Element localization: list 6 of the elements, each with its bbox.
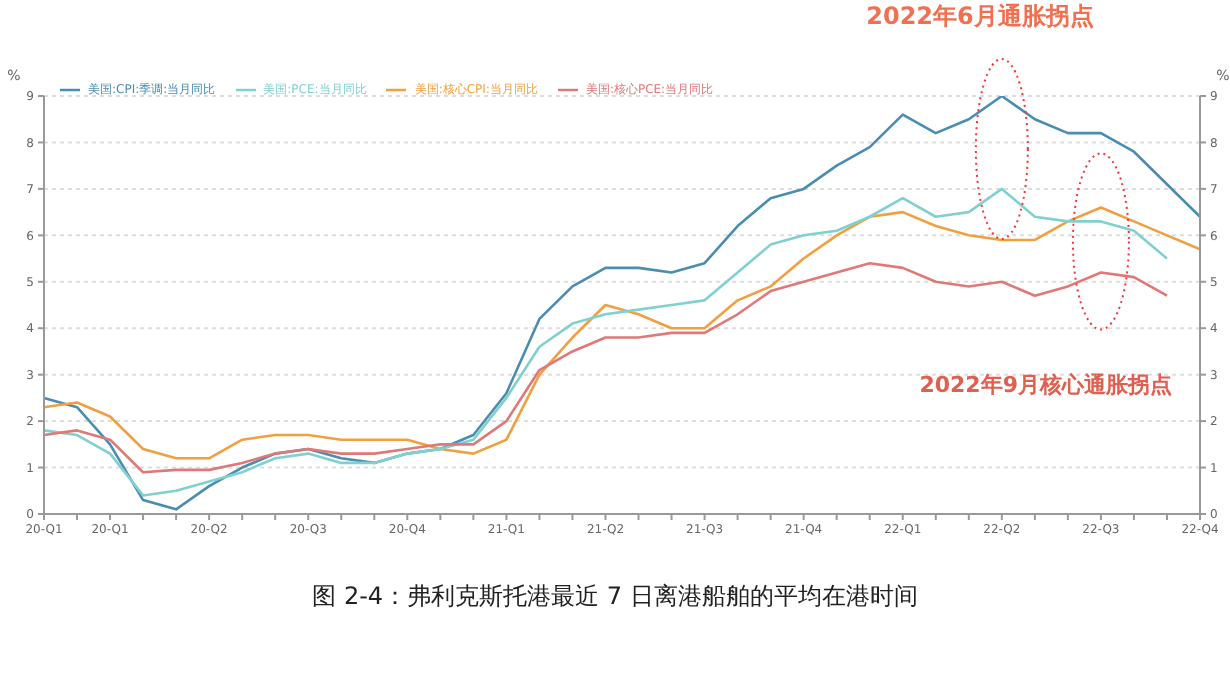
- text: 2022年6月通胀拐点: [864, 0, 1096, 34]
- annotation: 2022年9月核心通胀拐点: [919, 372, 1172, 399]
- caption: 图 2-4：弗利克斯托港最近 7 日离港船舶的平均在港时间: [310, 580, 920, 614]
- line-series: [42, 261, 1169, 474]
- line-series: [42, 187, 1169, 497]
- line-series: [42, 206, 1202, 460]
